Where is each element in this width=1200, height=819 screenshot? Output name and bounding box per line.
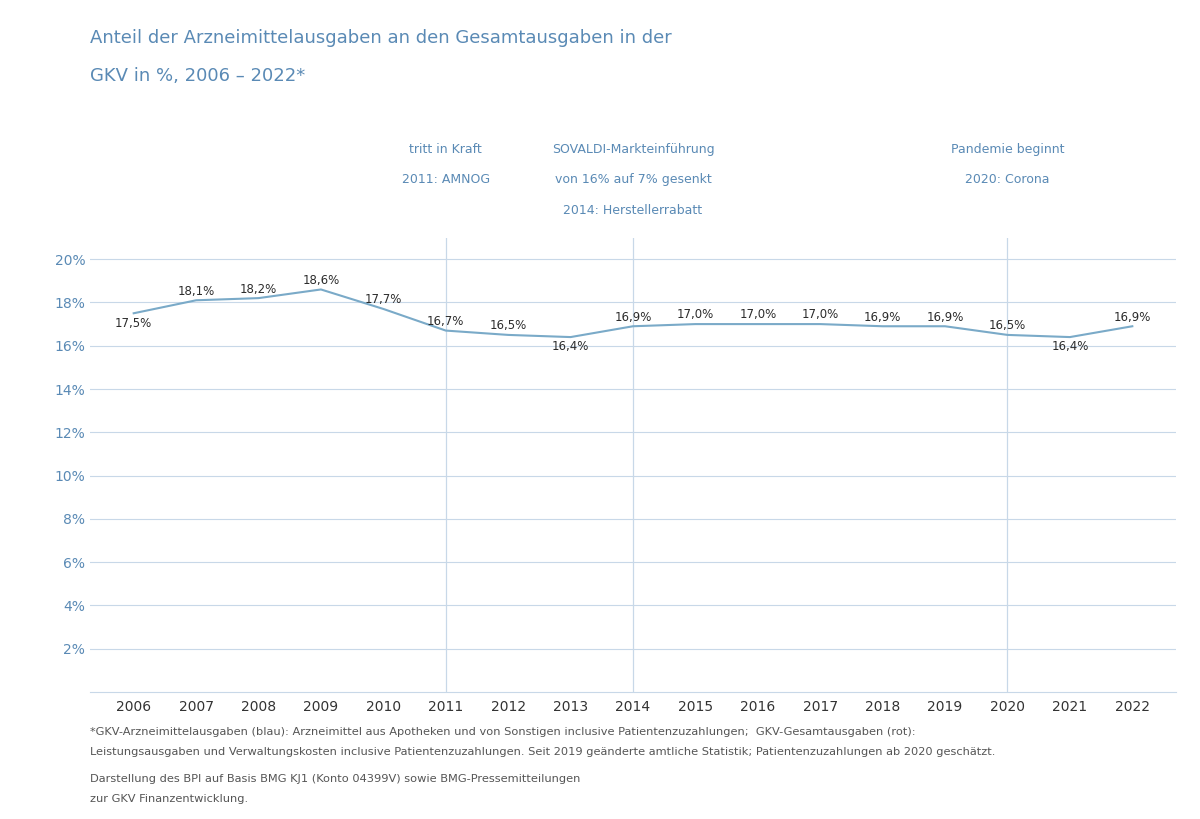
Text: 16,9%: 16,9%	[614, 310, 652, 324]
Text: Pandemie beginnt: Pandemie beginnt	[950, 143, 1064, 156]
Text: 16,9%: 16,9%	[864, 310, 901, 324]
Text: 17,0%: 17,0%	[802, 309, 839, 322]
Text: 17,7%: 17,7%	[365, 293, 402, 306]
Text: 2020: Corona: 2020: Corona	[965, 173, 1050, 186]
Text: Leistungsausgaben und Verwaltungskosten inclusive Patientenzuzahlungen. Seit 201: Leistungsausgaben und Verwaltungskosten …	[90, 747, 995, 757]
Text: Darstellung des BPI auf Basis BMG KJ1 (Konto 04399V) sowie BMG-Pressemitteilunge: Darstellung des BPI auf Basis BMG KJ1 (K…	[90, 774, 581, 784]
Text: 18,1%: 18,1%	[178, 285, 215, 297]
Text: 2014: Herstellerrabatt: 2014: Herstellerrabatt	[564, 204, 702, 217]
Text: GKV in %, 2006 – 2022*: GKV in %, 2006 – 2022*	[90, 67, 305, 85]
Text: 2011: AMNOG: 2011: AMNOG	[402, 173, 490, 186]
Text: von 16% auf 7% gesenkt: von 16% auf 7% gesenkt	[554, 173, 712, 186]
Text: 16,4%: 16,4%	[552, 341, 589, 353]
Text: tritt in Kraft: tritt in Kraft	[409, 143, 482, 156]
Text: 16,9%: 16,9%	[926, 310, 964, 324]
Text: 16,5%: 16,5%	[989, 319, 1026, 333]
Text: 18,2%: 18,2%	[240, 283, 277, 296]
Text: SOVALDI-Markteinführung: SOVALDI-Markteinführung	[552, 143, 714, 156]
Text: 16,4%: 16,4%	[1051, 341, 1088, 353]
Text: *GKV-Arzneimittelausgaben (blau): Arzneimittel aus Apotheken und von Sonstigen i: *GKV-Arzneimittelausgaben (blau): Arznei…	[90, 727, 916, 737]
Text: 18,6%: 18,6%	[302, 274, 340, 287]
Text: 16,9%: 16,9%	[1114, 310, 1151, 324]
Text: Anteil der Arzneimittelausgaben an den Gesamtausgaben in der: Anteil der Arzneimittelausgaben an den G…	[90, 29, 672, 47]
Text: 17,0%: 17,0%	[677, 309, 714, 322]
Text: zur GKV Finanzentwicklung.: zur GKV Finanzentwicklung.	[90, 794, 248, 803]
Text: 17,0%: 17,0%	[739, 309, 776, 322]
Text: 16,7%: 16,7%	[427, 315, 464, 328]
Text: 16,5%: 16,5%	[490, 319, 527, 333]
Text: 17,5%: 17,5%	[115, 316, 152, 329]
